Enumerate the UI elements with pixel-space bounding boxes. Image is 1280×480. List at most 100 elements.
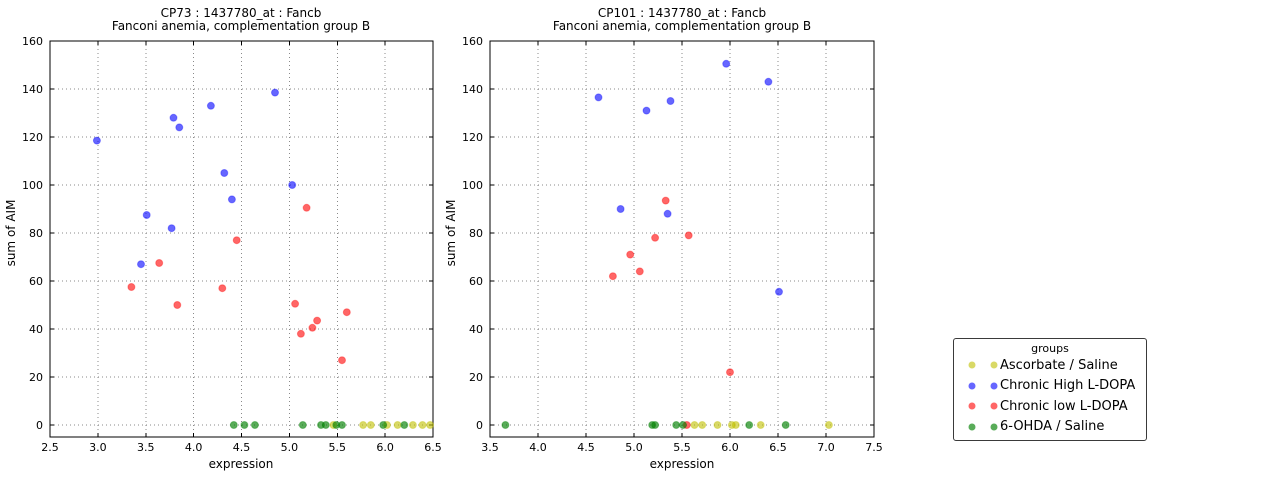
scatter-point <box>288 181 297 189</box>
x-tick-label: 7.5 <box>865 441 883 454</box>
scatter-point <box>232 236 241 245</box>
scatter-point <box>726 368 734 377</box>
x-tick-label: 5.0 <box>625 441 643 454</box>
x-tick-label: 6.0 <box>721 441 739 454</box>
legend-dot-icon <box>990 423 998 431</box>
legend-entry: 6-OHDA / Saline <box>954 417 1146 438</box>
scatter-point <box>661 196 670 205</box>
scatter-point <box>698 421 707 429</box>
legend-entry: Ascorbate / Saline <box>954 355 1146 376</box>
scatter-point <box>342 308 351 317</box>
x-tick-label: 2.5 <box>41 441 59 454</box>
legend-marker-icon <box>968 361 998 369</box>
x-tick-label: 6.5 <box>424 441 442 454</box>
scatter-point <box>594 93 603 102</box>
y-tick-label: 100 <box>22 179 43 192</box>
y-tick-label: 40 <box>29 323 43 336</box>
scatter-point <box>608 272 617 281</box>
plot-title: CP73 : 1437780_at : Fancb <box>161 6 322 20</box>
y-tick-label: 140 <box>462 83 483 96</box>
plot-subtitle: Fanconi anemia, complementation group B <box>553 19 811 33</box>
y-tick-label: 0 <box>476 419 483 432</box>
y-tick-label: 100 <box>462 179 483 192</box>
scatter-point <box>302 203 311 212</box>
scatter-point <box>713 421 722 429</box>
scatter-point <box>764 77 773 86</box>
scatter-point <box>418 421 427 429</box>
y-tick-label: 20 <box>469 371 483 384</box>
scatter-point <box>626 250 635 259</box>
scatter-point <box>240 421 249 429</box>
legend-marker-icon <box>968 423 998 431</box>
scatter-point <box>408 421 417 429</box>
scatter-point <box>173 301 182 309</box>
legend: groups Ascorbate / Saline Chronic High L-… <box>953 338 1147 441</box>
x-tick-label: 4.5 <box>577 441 595 454</box>
legend-dot-icon <box>990 382 998 390</box>
scatter-point <box>218 284 227 293</box>
y-tick-label: 140 <box>22 83 43 96</box>
scatter-point <box>155 259 164 267</box>
scatter-point <box>781 421 790 429</box>
scatter-point <box>616 205 625 213</box>
scatter-point <box>684 231 693 240</box>
x-tick-label: 5.0 <box>281 441 299 454</box>
y-tick-label: 60 <box>29 275 43 288</box>
legend-dot-icon <box>968 361 976 369</box>
scatter-point <box>393 421 402 429</box>
scatter-point <box>227 195 236 204</box>
plot-subtitle: Fanconi anemia, complementation group B <box>112 19 370 33</box>
y-tick-label: 40 <box>469 323 483 336</box>
scatter-point <box>229 421 238 429</box>
legend-dot-icon <box>990 361 998 369</box>
x-tick-label: 3.5 <box>137 441 155 454</box>
legend-label: 6-OHDA / Saline <box>1000 419 1105 435</box>
legend-title: groups <box>1031 342 1069 355</box>
x-tick-label: 5.5 <box>673 441 691 454</box>
plot-dynamic-layer-0: 2.5 3.0 3.5 4.0 4.5 5.0 5.5 6.0 6.5 0 20 40 60 80 100 1… <box>22 35 442 454</box>
scatter-point <box>296 329 305 338</box>
legend-dot-icon <box>968 382 976 390</box>
scatter-plot-cp101: 3.5 4.0 4.5 5.0 5.5 6.0 6.5 7.0 7.5 0 20 40 60 80 100 1… <box>444 6 883 471</box>
plot-dynamic-layer-1: 3.5 4.0 4.5 5.0 5.5 6.0 6.5 7.0 7.5 0 20 40 60 80 100 1… <box>462 35 883 454</box>
scatter-point <box>321 421 330 429</box>
legend-marker-icon <box>968 382 998 390</box>
scatter-point <box>642 106 651 115</box>
scatter-point <box>308 323 317 332</box>
scatter-point <box>137 260 145 269</box>
scatter-point <box>775 287 783 296</box>
legend-entries: Ascorbate / Saline Chronic High L-DOPA Chr… <box>954 355 1146 437</box>
scatter-point <box>127 283 136 291</box>
scatter-point <box>690 421 699 429</box>
scatter-point <box>338 356 346 365</box>
x-tick-label: 7.0 <box>817 441 835 454</box>
y-tick-label: 120 <box>462 131 483 144</box>
scatter-point <box>663 209 672 218</box>
legend-marker-icon <box>968 402 998 410</box>
legend-label: Chronic low L-DOPA <box>1000 398 1128 414</box>
scatter-point <box>291 299 300 308</box>
y-tick-label: 60 <box>469 275 483 288</box>
scatter-point <box>651 421 660 429</box>
x-tick-label: 4.5 <box>233 441 251 454</box>
scatter-point <box>142 211 151 219</box>
y-axis-label: sum of AIM <box>444 200 458 267</box>
scatter-point <box>379 421 388 429</box>
x-tick-label: 3.0 <box>89 441 107 454</box>
legend-dot-icon <box>990 402 998 410</box>
y-tick-label: 20 <box>29 371 43 384</box>
x-axis-label: expression <box>209 457 274 471</box>
y-tick-label: 120 <box>22 131 43 144</box>
scatter-point <box>745 421 754 429</box>
scatter-point <box>635 267 644 276</box>
scatter-point <box>824 421 833 429</box>
x-tick-label: 4.0 <box>185 441 203 454</box>
y-tick-label: 80 <box>29 227 43 240</box>
legend-dot-icon <box>968 402 976 410</box>
y-axis-label: sum of AIM <box>4 200 18 267</box>
scatter-point <box>672 421 681 429</box>
x-tick-label: 4.0 <box>529 441 547 454</box>
x-tick-label: 6.0 <box>376 441 394 454</box>
scatter-point <box>338 421 346 429</box>
